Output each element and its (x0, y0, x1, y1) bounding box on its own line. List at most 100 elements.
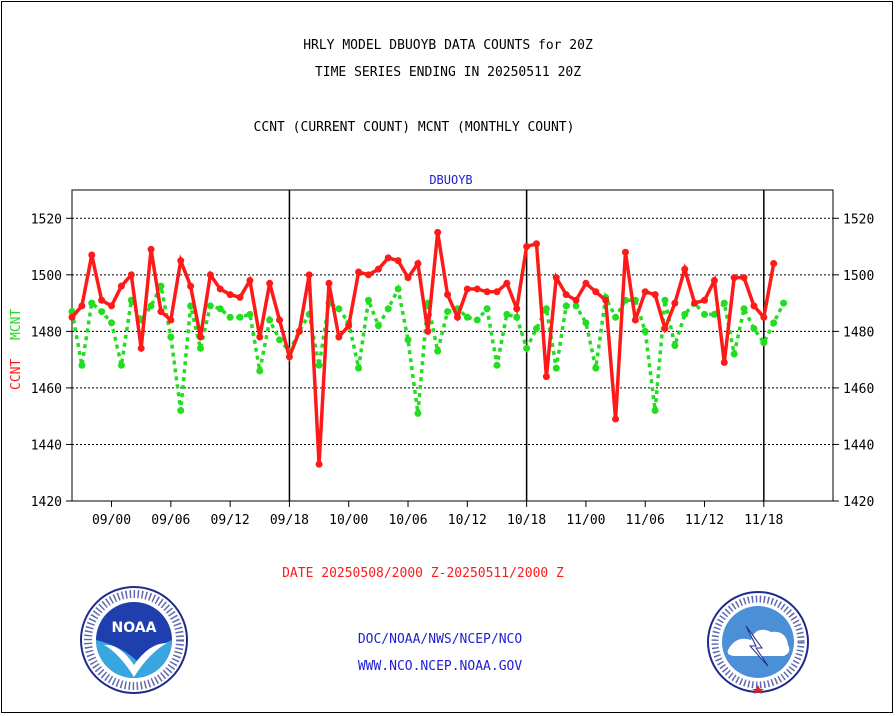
data-point-ccnt (394, 257, 402, 265)
data-point-ccnt (701, 296, 709, 304)
data-point-ccnt (147, 245, 155, 253)
data-point-mcnt (780, 299, 788, 307)
data-point-mcnt (206, 302, 214, 310)
nws-logo (707, 591, 809, 694)
data-point-ccnt (325, 279, 333, 287)
data-point-mcnt (157, 282, 165, 290)
data-point-ccnt (78, 302, 86, 310)
data-point-mcnt (651, 407, 659, 415)
data-point-mcnt (394, 285, 402, 293)
data-point-mcnt (661, 296, 669, 304)
data-point-mcnt (444, 308, 452, 316)
data-point-ccnt (681, 265, 689, 273)
data-point-ccnt (384, 254, 392, 262)
data-point-ccnt (513, 305, 521, 313)
data-point-mcnt (266, 316, 274, 324)
data-point-ccnt (621, 248, 629, 256)
data-point-mcnt (167, 333, 175, 341)
nco-website-link[interactable]: WWW.NCO.NCEP.NOAA.GOV (357, 659, 523, 674)
y-tick-label-left: 1480 (31, 325, 62, 340)
plot-area (71, 189, 834, 502)
data-point-mcnt (246, 310, 254, 318)
data-point-mcnt (226, 313, 234, 321)
data-point-ccnt (404, 274, 412, 282)
data-point-ccnt (493, 288, 501, 296)
data-point-mcnt (710, 310, 718, 318)
data-point-mcnt (572, 302, 580, 310)
y-tick-label-right: 1440 (843, 438, 874, 453)
data-point-ccnt (108, 302, 116, 310)
x-tick-label: 11/12 (685, 513, 724, 528)
nco-link[interactable]: DOC/NOAA/NWS/NCEP/NCO (357, 632, 523, 647)
data-point-mcnt (503, 310, 511, 318)
data-point-ccnt (770, 260, 778, 268)
data-point-ccnt (285, 353, 293, 361)
data-point-mcnt (98, 308, 106, 316)
y-tick-label-right: 1420 (843, 495, 874, 510)
data-point-mcnt (681, 310, 689, 318)
data-point-mcnt (276, 336, 284, 344)
data-point-ccnt (355, 268, 363, 276)
data-point-mcnt (355, 364, 363, 372)
data-point-ccnt (236, 293, 244, 301)
data-point-mcnt (315, 361, 323, 369)
data-point-mcnt (542, 305, 550, 313)
star-icon (752, 685, 764, 694)
data-point-ccnt (226, 291, 234, 299)
data-point-ccnt (602, 296, 610, 304)
data-point-mcnt (335, 305, 343, 313)
data-point-ccnt (612, 415, 620, 423)
data-point-ccnt (631, 316, 639, 324)
x-tick-label: 10/12 (448, 513, 487, 528)
data-point-ccnt (374, 265, 382, 273)
data-point-mcnt (374, 322, 382, 330)
chart-title-line2: TIME SERIES ENDING IN 20250511 20Z (314, 65, 582, 80)
data-point-mcnt (414, 409, 422, 417)
data-point-ccnt (533, 240, 541, 248)
data-point-ccnt (68, 313, 76, 321)
data-point-ccnt (444, 291, 452, 299)
data-point-mcnt (552, 364, 560, 372)
data-point-ccnt (730, 274, 738, 282)
data-point-mcnt (216, 305, 224, 313)
data-point-ccnt (691, 299, 699, 307)
data-point-mcnt (671, 342, 679, 349)
data-point-mcnt (196, 344, 204, 352)
data-point-mcnt (770, 319, 778, 327)
y-axis-label-mcnt: MCNT (9, 309, 24, 340)
data-point-ccnt (572, 296, 580, 304)
x-tick-label: 09/06 (151, 513, 190, 528)
x-tick-label: 09/18 (270, 513, 309, 528)
data-point-mcnt (701, 310, 709, 318)
data-point-ccnt (750, 302, 758, 310)
data-point-ccnt (671, 299, 679, 307)
x-tick-label: 10/00 (329, 513, 368, 528)
y-tick-label-left: 1420 (31, 495, 62, 510)
data-point-ccnt (424, 327, 432, 335)
data-point-mcnt (177, 407, 185, 415)
data-point-mcnt (720, 299, 728, 307)
data-point-ccnt (305, 271, 313, 279)
data-point-ccnt (483, 288, 491, 296)
data-point-ccnt (137, 344, 145, 352)
data-point-ccnt (473, 285, 481, 293)
data-point-ccnt (206, 271, 214, 279)
data-point-mcnt (256, 367, 264, 375)
data-point-ccnt (256, 333, 264, 341)
data-point-ccnt (720, 358, 728, 366)
data-point-ccnt (187, 282, 195, 290)
data-point-ccnt (266, 279, 274, 287)
data-point-mcnt (750, 325, 758, 333)
data-point-ccnt (295, 327, 303, 335)
data-point-mcnt (117, 361, 125, 369)
y-tick-label-right: 1520 (843, 212, 874, 227)
data-point-mcnt (582, 319, 590, 327)
data-point-mcnt (463, 313, 471, 321)
data-point-mcnt (473, 316, 481, 324)
noaa-logo: NOAA (80, 586, 188, 694)
y-tick-label-right: 1500 (843, 269, 874, 284)
x-tick-label: 11/18 (744, 513, 783, 528)
data-point-ccnt (651, 291, 659, 299)
